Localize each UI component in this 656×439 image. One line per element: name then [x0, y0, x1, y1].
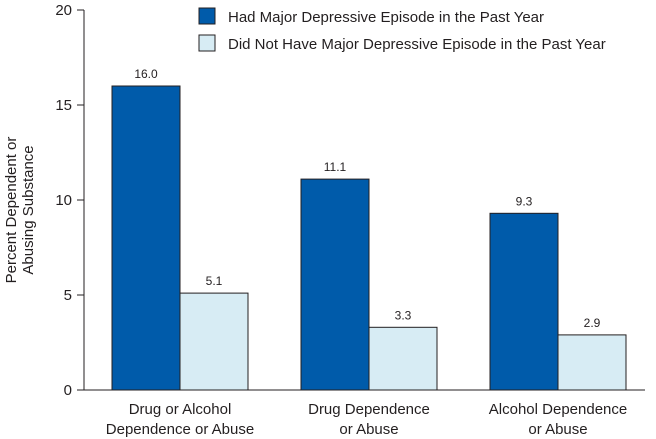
- bar-series-1-cat-3: [489, 212, 559, 391]
- x-category-label: or Abuse: [339, 421, 398, 438]
- legend: Had Major Depressive Episode in the Past…: [198, 7, 606, 53]
- legend-label-1: Had Major Depressive Episode in the Past…: [228, 9, 544, 26]
- data-label: 16.0: [134, 67, 158, 81]
- x-category-label: Drug or Alcohol: [129, 401, 232, 418]
- y-axis-title-line-1: Percent Dependent or: [3, 137, 20, 284]
- axes-layer: 0 5 10 15 20 Drug or Alcohol Dependence or Abu…: [55, 2, 645, 438]
- x-category-label: Dependence or Abuse: [106, 421, 254, 438]
- legend-swatch-1: [198, 7, 216, 25]
- y-tick-label: 5: [64, 287, 72, 304]
- y-axis-title-line-2: Abusing Substance: [20, 145, 37, 274]
- bar-series-2-cat-2: [368, 326, 438, 391]
- y-tick-label: 20: [55, 2, 72, 19]
- x-category-label: Drug Dependence: [308, 401, 430, 418]
- bar-series-1-cat-1: [111, 85, 181, 391]
- bar-series-2-cat-3: [557, 334, 627, 391]
- y-tick-label: 0: [64, 382, 72, 399]
- data-label: 9.3: [516, 194, 533, 208]
- bar-series-1-cat-2: [300, 178, 370, 391]
- legend-label-2: Did Not Have Major Depressive Episode in…: [228, 36, 606, 53]
- y-tick-label: 15: [55, 97, 72, 114]
- y-axis-title: Percent Dependent or Abusing Substance: [3, 137, 37, 284]
- data-label: 11.1: [324, 160, 347, 174]
- bar-series-2-cat-1: [179, 292, 249, 391]
- data-label: 3.3: [395, 308, 412, 322]
- bars-layer: 16.0 11.1 9.3 5.1 3.3 2.9: [111, 67, 627, 391]
- y-tick-label: 10: [55, 192, 72, 209]
- data-label: 5.1: [206, 274, 223, 288]
- legend-swatch-2: [198, 34, 216, 52]
- x-category-label: Alcohol Dependence: [489, 401, 627, 418]
- x-category-label: or Abuse: [528, 421, 587, 438]
- data-label: 2.9: [584, 316, 601, 330]
